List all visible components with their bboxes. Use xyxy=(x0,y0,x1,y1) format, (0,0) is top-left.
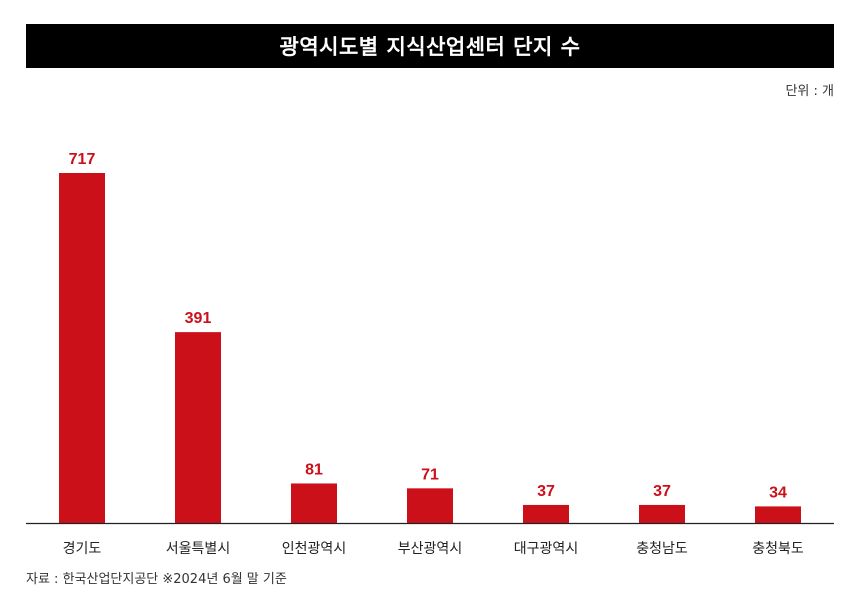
title-bar: 광역시도별 지식산업센터 단지 수 xyxy=(26,24,834,68)
category-label: 충청북도 xyxy=(752,541,804,557)
category-label: 충청남도 xyxy=(636,541,688,557)
bar-value-label: 391 xyxy=(185,310,212,327)
chart-title: 광역시도별 지식산업센터 단지 수 xyxy=(279,35,581,59)
source-note: 자료 : 한국산업단지공단 ※2024년 6월 말 기준 xyxy=(26,572,287,587)
category-label: 서울특별시 xyxy=(166,541,230,557)
unit-label: 단위 : 개 xyxy=(785,84,834,99)
category-label: 경기도 xyxy=(63,541,102,557)
bar-value-label: 37 xyxy=(537,483,555,500)
bar-value-label: 71 xyxy=(421,466,439,483)
bar-value-label: 34 xyxy=(769,484,787,501)
bar-5 xyxy=(639,504,685,523)
bar-value-label: 717 xyxy=(69,151,96,168)
bar-2 xyxy=(291,483,337,523)
bar-0 xyxy=(59,173,105,523)
bar-value-label: 37 xyxy=(653,483,671,500)
bar-1 xyxy=(175,332,221,523)
category-label: 인천광역시 xyxy=(282,541,346,557)
category-label: 부산광역시 xyxy=(398,541,462,557)
category-label: 대구광역시 xyxy=(514,541,578,557)
bar-value-label: 81 xyxy=(305,461,323,478)
bar-6 xyxy=(755,506,801,523)
bar-4 xyxy=(523,504,569,523)
bar-3 xyxy=(407,488,453,523)
